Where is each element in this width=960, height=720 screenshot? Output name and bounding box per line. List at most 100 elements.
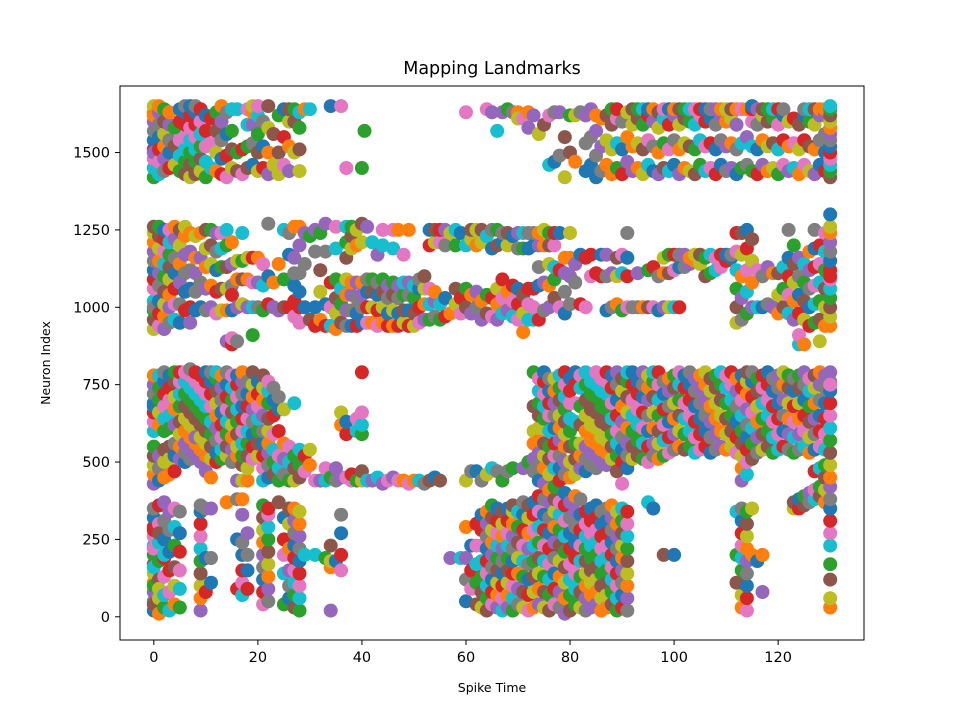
- data-point: [739, 516, 754, 531]
- data-point: [292, 578, 307, 593]
- data-point: [224, 235, 239, 250]
- data-point: [261, 520, 276, 534]
- x-tick-label: 120: [764, 650, 792, 666]
- data-point: [328, 219, 343, 234]
- data-point: [292, 284, 307, 299]
- data-point: [240, 547, 255, 562]
- data-point: [505, 461, 520, 476]
- data-point: [620, 541, 635, 556]
- data-point: [287, 250, 302, 265]
- data-point: [354, 417, 369, 432]
- data-point: [354, 235, 369, 250]
- data-point: [823, 470, 838, 485]
- y-axis-ticks: 0 250 500 750 1000 1250 1500: [73, 146, 120, 626]
- data-point: [271, 390, 286, 404]
- data-point: [302, 442, 317, 457]
- data-point: [526, 108, 541, 123]
- data-point: [812, 334, 827, 349]
- data-point: [334, 547, 349, 562]
- data-point: [261, 532, 276, 547]
- data-point: [396, 247, 411, 262]
- data-point: [308, 244, 323, 259]
- data-point: [224, 287, 239, 302]
- data-point: [198, 123, 213, 138]
- data-point: [823, 408, 838, 423]
- data-point: [193, 529, 208, 544]
- data-point: [292, 504, 307, 519]
- data-point: [261, 581, 276, 596]
- data-point: [261, 99, 276, 114]
- data-point: [204, 551, 218, 565]
- data-point: [167, 464, 182, 479]
- data-point: [292, 516, 307, 531]
- data-point: [271, 424, 286, 439]
- y-tick-label: 750: [82, 378, 110, 394]
- data-point: [557, 284, 572, 299]
- x-tick-label: 60: [457, 650, 475, 666]
- data-point: [230, 102, 245, 117]
- y-tick-label: 1000: [73, 300, 110, 316]
- data-point: [552, 226, 567, 240]
- data-point: [230, 334, 245, 349]
- x-tick-label: 20: [249, 650, 267, 666]
- data-point: [276, 402, 291, 417]
- data-point: [261, 594, 276, 609]
- data-point: [620, 591, 635, 606]
- data-point: [323, 603, 338, 618]
- data-point: [172, 544, 187, 559]
- data-point: [823, 219, 838, 234]
- data-point: [172, 526, 187, 541]
- data-points: [146, 99, 838, 621]
- data-point: [375, 222, 390, 237]
- data-point: [204, 501, 218, 516]
- data-point: [339, 161, 354, 175]
- data-point: [250, 99, 265, 114]
- data-point: [823, 269, 838, 284]
- data-point: [443, 551, 458, 565]
- data-point: [516, 325, 531, 340]
- data-point: [297, 300, 312, 315]
- data-point: [620, 529, 635, 544]
- data-point: [235, 226, 250, 240]
- data-point: [573, 492, 588, 507]
- data-point: [656, 547, 671, 562]
- data-point: [776, 102, 791, 117]
- chart-title: Mapping Landmarks: [403, 59, 581, 79]
- data-point: [823, 377, 838, 392]
- data-point: [302, 102, 317, 117]
- data-point: [739, 529, 754, 544]
- data-point: [401, 222, 416, 237]
- data-point: [823, 557, 838, 572]
- data-point: [292, 591, 307, 606]
- data-point: [781, 222, 796, 237]
- data-point: [261, 216, 276, 231]
- data-point: [261, 501, 276, 516]
- data-point: [354, 405, 369, 420]
- data-point: [386, 241, 401, 256]
- y-tick-label: 0: [101, 610, 110, 626]
- data-point: [328, 241, 343, 256]
- data-point: [672, 300, 687, 315]
- data-point: [391, 222, 406, 237]
- data-point: [459, 105, 473, 120]
- data-point: [620, 578, 635, 593]
- data-point: [292, 120, 307, 135]
- data-point: [823, 445, 838, 460]
- data-point: [240, 526, 255, 541]
- data-point: [224, 123, 239, 138]
- data-point: [620, 603, 635, 618]
- data-point: [667, 547, 682, 562]
- y-tick-label: 250: [82, 532, 110, 548]
- data-point: [235, 507, 250, 522]
- x-tick-label: 100: [660, 650, 688, 666]
- data-point: [568, 275, 583, 290]
- data-point: [448, 238, 463, 253]
- data-point: [360, 219, 375, 234]
- plot-frame: [119, 85, 865, 641]
- x-axis-label: Spike Time: [458, 680, 527, 695]
- data-point: [245, 328, 260, 343]
- data-point: [219, 222, 234, 237]
- data-point: [261, 557, 276, 572]
- data-point: [438, 291, 453, 305]
- data-point: [589, 123, 604, 138]
